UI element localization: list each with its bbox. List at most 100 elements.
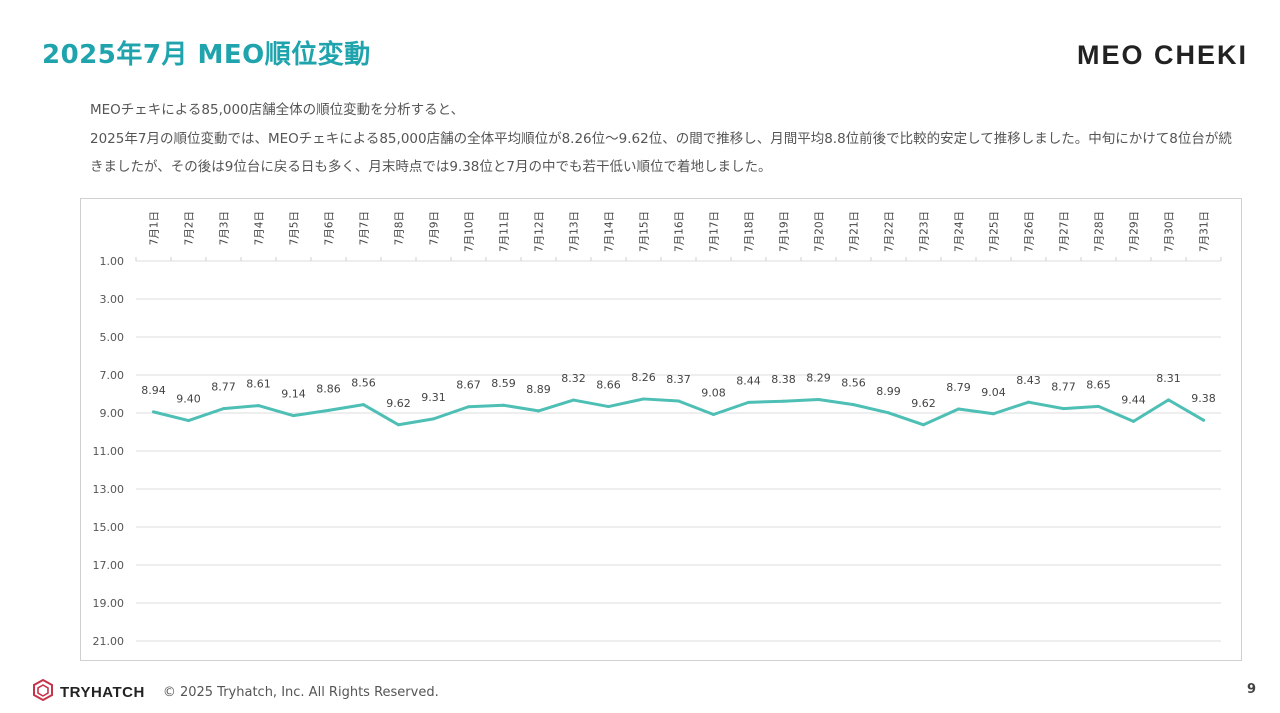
y-tick-label: 11.00 xyxy=(93,445,125,458)
data-point xyxy=(502,403,505,407)
y-tick-label: 17.00 xyxy=(93,559,125,572)
data-point xyxy=(677,399,680,403)
data-point xyxy=(1132,419,1135,423)
data-label: 8.65 xyxy=(1086,378,1111,391)
x-tick-label: 7月25日 xyxy=(989,211,1001,252)
x-tick-label: 7月13日 xyxy=(569,211,581,252)
data-point xyxy=(852,403,855,407)
data-point xyxy=(187,419,190,423)
data-point xyxy=(782,399,785,403)
x-tick-label: 7月3日 xyxy=(219,211,231,245)
y-tick-label: 19.00 xyxy=(93,597,125,610)
data-label: 8.44 xyxy=(736,374,761,387)
x-tick-label: 7月5日 xyxy=(289,211,301,245)
data-label: 8.31 xyxy=(1156,372,1181,385)
x-tick-label: 7月21日 xyxy=(849,211,861,252)
brand-logo: MEO CHEKI xyxy=(1076,40,1248,70)
data-label: 8.38 xyxy=(771,373,796,386)
x-tick-label: 7月11日 xyxy=(499,211,511,252)
x-tick-label: 7月22日 xyxy=(884,211,896,252)
x-tick-label: 7月29日 xyxy=(1129,211,1141,252)
data-point xyxy=(747,400,750,404)
data-point xyxy=(992,412,995,416)
data-label: 9.62 xyxy=(386,397,411,410)
data-label: 8.77 xyxy=(1051,381,1076,394)
data-label: 9.38 xyxy=(1191,392,1216,405)
data-point xyxy=(257,404,260,408)
data-point xyxy=(362,403,365,407)
copyright: © 2025 Tryhatch, Inc. All Rights Reserve… xyxy=(162,684,439,700)
page-title: 2025年7月 MEO順位変動 xyxy=(42,40,371,70)
y-tick-label: 1.00 xyxy=(100,255,125,268)
data-point xyxy=(432,417,435,421)
x-tick-label: 7月6日 xyxy=(324,211,336,245)
data-point xyxy=(152,410,155,414)
data-point xyxy=(607,405,610,409)
data-label: 9.14 xyxy=(281,388,306,401)
x-tick-label: 7月28日 xyxy=(1094,211,1106,252)
x-tick-label: 7月31日 xyxy=(1199,211,1211,252)
x-tick-label: 7月26日 xyxy=(1024,211,1036,252)
data-point xyxy=(1027,400,1030,404)
data-label: 9.04 xyxy=(981,386,1006,399)
x-tick-label: 7月9日 xyxy=(429,211,441,245)
data-label: 9.31 xyxy=(421,391,446,404)
tryhatch-logo-icon xyxy=(32,678,54,705)
data-point xyxy=(957,407,960,411)
chart-container: 1.00 3.00 5.00 7.00 9.00 11.00 13.00 15.00 17.00… xyxy=(80,198,1242,661)
x-tick-label: 7月4日 xyxy=(254,211,266,245)
y-tick-label: 9.00 xyxy=(100,407,125,420)
data-label: 9.44 xyxy=(1121,393,1146,406)
data-label: 8.67 xyxy=(456,379,481,392)
footer: TRYHATCH © 2025 Tryhatch, Inc. All Right… xyxy=(32,678,439,705)
x-tick-label: 7月2日 xyxy=(184,211,196,245)
y-tick-label: 5.00 xyxy=(100,331,125,344)
data-point xyxy=(327,408,330,412)
data-label: 8.61 xyxy=(246,378,271,391)
y-tick-label: 21.00 xyxy=(93,635,125,648)
data-label: 8.89 xyxy=(526,383,551,396)
x-tick-label: 7月7日 xyxy=(359,211,371,245)
x-tick-label: 7月14日 xyxy=(604,211,616,252)
data-label: 8.29 xyxy=(806,372,831,385)
page-number: 9 xyxy=(1246,682,1256,697)
data-point xyxy=(887,411,890,415)
data-label: 8.26 xyxy=(631,371,656,384)
data-point xyxy=(572,398,575,402)
x-tick-label: 7月8日 xyxy=(394,211,406,245)
y-tick-label: 7.00 xyxy=(100,369,125,382)
data-label: 9.40 xyxy=(176,393,201,406)
data-point xyxy=(467,405,470,409)
x-tick-label: 7月1日 xyxy=(149,211,161,245)
data-point xyxy=(1062,407,1065,411)
data-point xyxy=(397,423,400,427)
data-label: 8.99 xyxy=(876,385,901,398)
data-point xyxy=(642,397,645,401)
description-line-2: 2025年7月の順位変動では、MEOチェキによる85,000店舗の全体平均順位が… xyxy=(90,130,1232,176)
y-tick-label: 3.00 xyxy=(100,293,125,306)
data-label: 8.59 xyxy=(491,377,516,390)
x-tick-label: 7月30日 xyxy=(1164,211,1176,252)
y-tick-label: 15.00 xyxy=(93,521,125,534)
description-line-1: MEOチェキによる85,000店舗全体の順位変動を分析すると、 xyxy=(90,102,465,118)
data-label: 8.66 xyxy=(596,379,621,392)
footer-logo-text: TRYHATCH xyxy=(60,683,145,701)
data-label: 8.94 xyxy=(141,384,166,397)
x-tick-label: 7月27日 xyxy=(1059,211,1071,252)
data-point xyxy=(292,414,295,418)
data-point xyxy=(537,409,540,413)
data-label: 8.86 xyxy=(316,382,341,395)
x-tick-label: 7月18日 xyxy=(744,211,756,252)
description: MEOチェキによる85,000店舗全体の順位変動を分析すると、 2025年7月の… xyxy=(90,96,1240,182)
x-tick-label: 7月10日 xyxy=(464,211,476,252)
series-line xyxy=(152,397,1205,427)
rank-line-chart: 1.00 3.00 5.00 7.00 9.00 11.00 13.00 15.00 17.00… xyxy=(93,211,1222,648)
data-label: 8.79 xyxy=(946,381,971,394)
x-tick-label: 7月19日 xyxy=(779,211,791,252)
data-point xyxy=(817,398,820,402)
data-point xyxy=(712,413,715,417)
data-point xyxy=(1097,404,1100,408)
data-label: 8.32 xyxy=(561,372,586,385)
x-tick-label: 7月15日 xyxy=(639,211,651,252)
data-point xyxy=(1167,398,1170,402)
